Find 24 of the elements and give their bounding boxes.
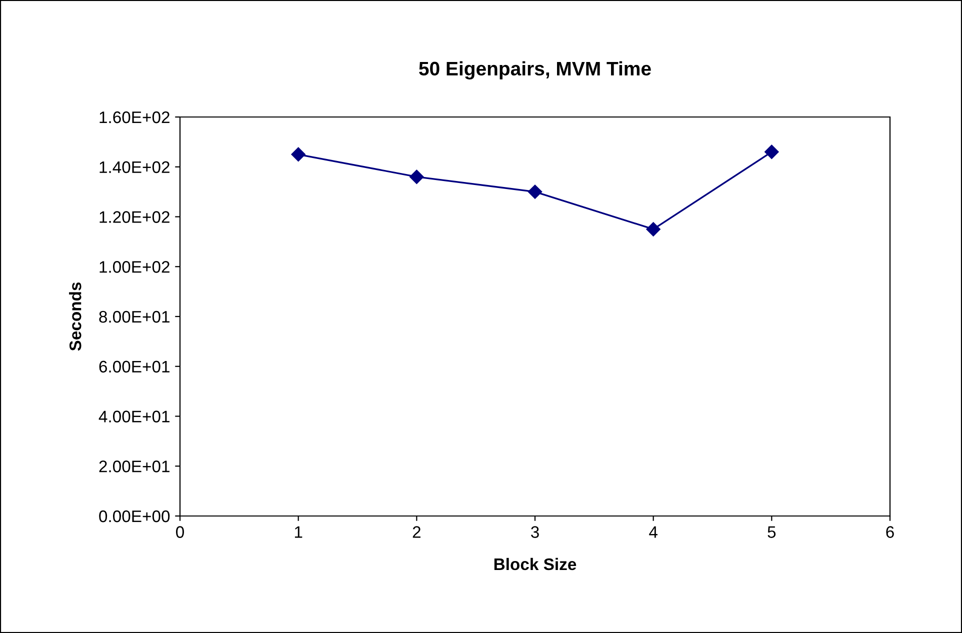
y-tick-label: 1.00E+02	[100, 261, 170, 273]
x-tick-label: 1	[294, 526, 302, 538]
x-tick-label: 6	[886, 526, 894, 538]
y-tick-label: 6.00E+01	[99, 360, 170, 373]
y-tick-label: 2.00E+01	[99, 460, 170, 472]
y-tick-label: 8.00E+01	[99, 310, 170, 323]
x-axis-title: Block Size	[494, 558, 576, 570]
point	[764, 144, 779, 159]
y-tick-label: 1.40E+02	[100, 161, 170, 174]
point	[528, 184, 542, 199]
y-tick-label: 0.00E+00	[99, 510, 170, 522]
x-tick-label: 3	[531, 526, 539, 538]
y-tick-label: 1.20E+02	[100, 211, 170, 223]
x-tick-label: 4	[649, 526, 658, 538]
y-tick-label: 1.60E+02	[100, 111, 170, 124]
point	[646, 222, 660, 236]
point	[410, 170, 424, 184]
y-axis-title: Seconds	[69, 282, 82, 351]
y-tick-label: 4.00E+01	[98, 410, 170, 422]
x-tick-label: 0	[176, 526, 184, 538]
point	[291, 147, 306, 162]
x-tick-label: 5	[768, 526, 776, 538]
chart-title: 50 Eigenpairs, MVM Time	[419, 61, 651, 80]
x-tick-label: 2	[412, 526, 420, 538]
